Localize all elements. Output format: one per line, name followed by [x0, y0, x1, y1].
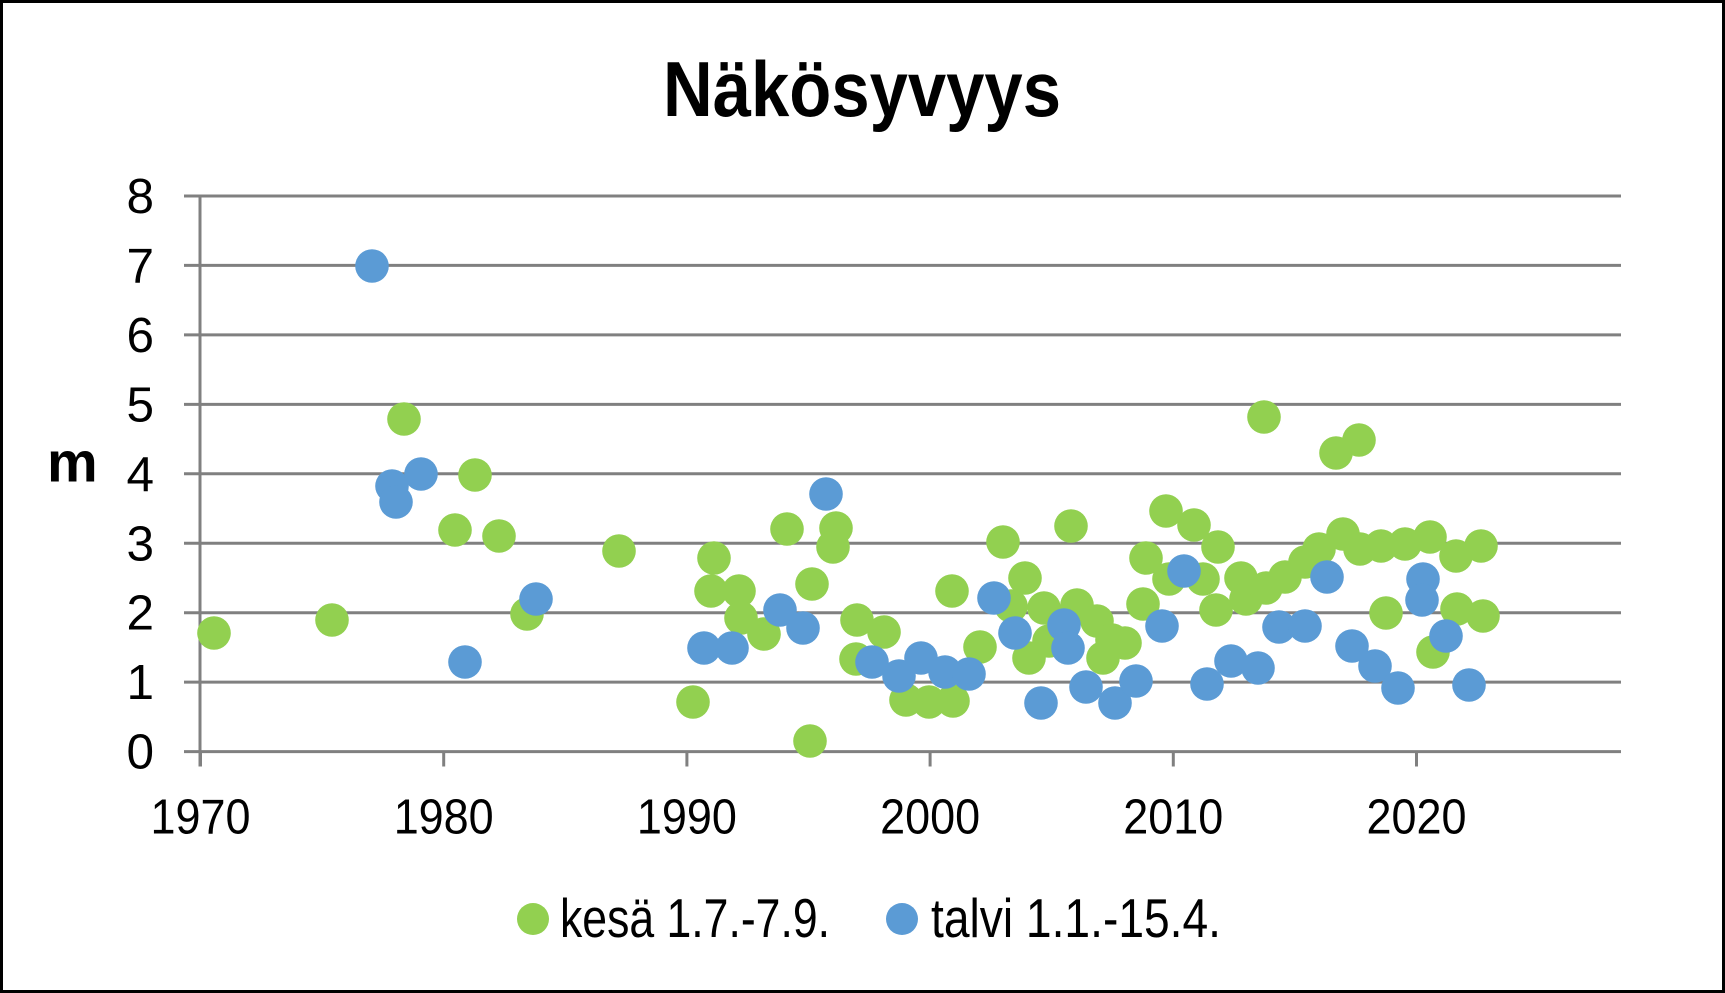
svg-text:3: 3: [126, 516, 154, 571]
svg-text:1: 1: [126, 655, 154, 710]
svg-text:2020: 2020: [1367, 790, 1467, 845]
svg-text:2010: 2010: [1123, 790, 1223, 845]
svg-text:2000: 2000: [880, 790, 980, 845]
svg-text:0: 0: [126, 725, 154, 780]
svg-text:8: 8: [126, 169, 154, 224]
svg-text:7: 7: [126, 238, 154, 293]
svg-text:kesä 1.7.-7.9.: kesä 1.7.-7.9.: [560, 887, 830, 949]
svg-text:1980: 1980: [394, 790, 494, 845]
svg-text:1970: 1970: [151, 790, 251, 845]
svg-text:6: 6: [126, 308, 154, 363]
svg-text:talvi 1.1.-15.4.: talvi 1.1.-15.4.: [931, 887, 1221, 949]
svg-text:1990: 1990: [637, 790, 737, 845]
svg-text:2: 2: [126, 586, 154, 641]
svg-text:5: 5: [126, 377, 154, 432]
svg-text:m: m: [47, 431, 98, 495]
svg-text:Näkösyvyys: Näkösyvyys: [663, 45, 1061, 133]
svg-text:4: 4: [126, 447, 154, 502]
